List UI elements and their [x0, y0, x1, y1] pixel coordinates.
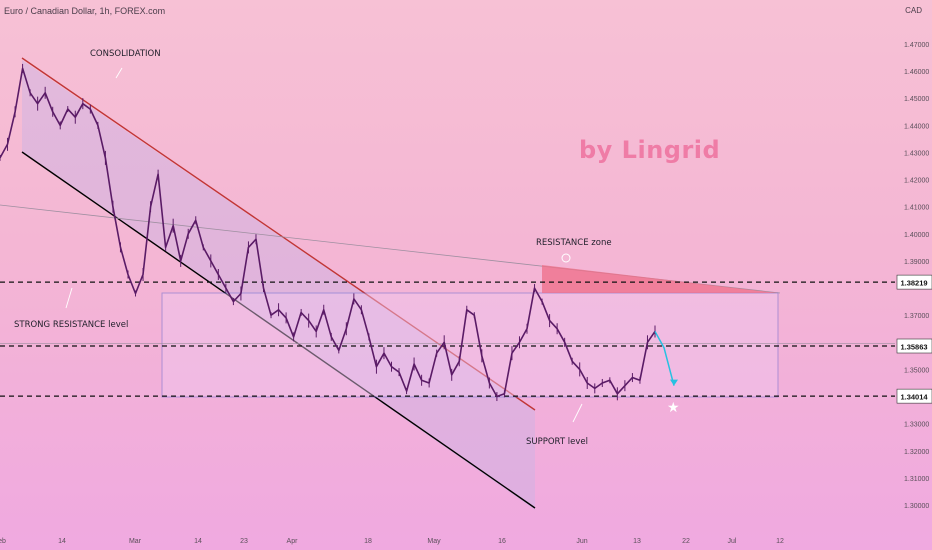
y-tick-label: 1.42000	[904, 178, 929, 185]
y-tick-label: 1.32000	[904, 449, 929, 456]
channel-upper-line	[21, 57, 536, 411]
y-tick-label: 1.46000	[904, 69, 929, 76]
level-tag-strong-resistance	[896, 274, 932, 290]
y-tick-label: 1.44000	[904, 123, 929, 130]
y-tick-label: 1.41000	[904, 205, 929, 212]
resistance-zone-label: RESISTANCE zone	[536, 238, 612, 248]
y-tick-label: 1.40000	[904, 232, 929, 239]
projection-path	[654, 331, 675, 386]
x-tick-label: Mar	[129, 538, 142, 545]
y-tick-label: 1.35000	[904, 367, 929, 374]
x-tick-label: 16	[498, 538, 506, 545]
y-tick-label: 1.31000	[904, 476, 929, 483]
x-tick-label: 23	[240, 538, 248, 545]
resistance-zone	[542, 265, 778, 293]
x-tick-label: Jul	[728, 538, 737, 545]
y-tick-label: 1.45000	[904, 96, 929, 103]
projection-arrowhead	[670, 379, 678, 386]
y-tick-label: 1.33000	[904, 422, 929, 429]
price-series-line	[0, 67, 656, 398]
currency-label: CAD	[905, 6, 922, 15]
resistance-marker	[561, 253, 571, 263]
x-tick-label: May	[427, 538, 441, 545]
x-tick-label: Jun	[576, 538, 587, 545]
x-tick-label: eb	[0, 538, 6, 545]
y-tick-label: 1.47000	[904, 42, 929, 49]
strong-resistance-label: STRONG RESISTANCE level	[14, 320, 129, 330]
chart-header-title: Euro / Canadian Dollar, 1h, FOREX.com	[4, 6, 166, 16]
consolidation-pointer	[115, 67, 123, 79]
x-tick-label: 12	[776, 538, 784, 545]
target-star: ★	[667, 400, 680, 416]
level-value-support: 1.34014	[900, 393, 928, 402]
level-tag-mid	[896, 338, 932, 354]
watermark: by Lingrid	[579, 136, 721, 164]
y-tick-label: 1.37000	[904, 313, 929, 320]
y-tick-label: 1.39000	[904, 259, 929, 266]
x-tick-label: 14	[58, 538, 66, 545]
channel-lower-line	[21, 151, 536, 509]
x-tick-label: 13	[633, 538, 641, 545]
level-value-mid: 1.35863	[900, 343, 927, 352]
consolidation-label: CONSOLIDATION	[90, 49, 161, 59]
strong-resistance-pointer	[65, 287, 73, 309]
x-tick-label: Apr	[287, 538, 299, 545]
x-tick-label: 14	[194, 538, 202, 545]
range-box	[161, 292, 779, 398]
level-value-strong-resistance: 1.38219	[900, 279, 927, 288]
y-tick-label: 1.43000	[904, 150, 929, 157]
level-tag-support	[896, 388, 932, 404]
x-tick-label: 18	[364, 538, 372, 545]
x-tick-label: 22	[682, 538, 690, 545]
support-pointer	[572, 403, 583, 423]
y-tick-label: 1.30000	[904, 503, 929, 510]
channel-fill	[22, 60, 535, 510]
support-level-label: SUPPORT level	[526, 437, 588, 447]
